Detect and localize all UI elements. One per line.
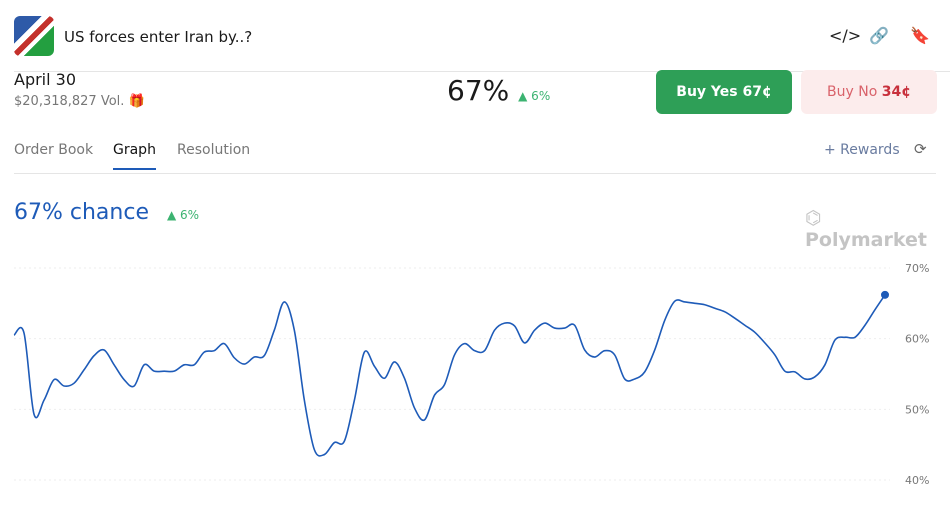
volume: $20,318,827 Vol. 🎁	[14, 94, 145, 109]
outcome-label: April 30	[14, 70, 77, 89]
polymarket-logo: ⌬ Polymarket	[805, 207, 950, 251]
chance-label: 67% chance	[14, 200, 149, 225]
gift-icon[interactable]: 🎁	[128, 94, 145, 109]
market-image-flags	[14, 16, 54, 56]
y-tick-label: 50%	[905, 403, 929, 416]
price-value: 67%	[447, 74, 510, 107]
buy-no-price: 34¢	[881, 84, 911, 100]
tab-graph[interactable]: Graph	[113, 142, 156, 170]
price-change: ▲ 6%	[518, 89, 551, 103]
tab-order-book[interactable]: Order Book	[14, 142, 94, 158]
chance-change: ▲ 6%	[167, 208, 200, 222]
rewards-button[interactable]: + Rewards	[824, 142, 900, 158]
last-point-marker[interactable]	[881, 290, 889, 299]
price-chart[interactable]: 70% 60% 50% 40%	[0, 240, 950, 508]
volume-text: $20,318,827 Vol.	[14, 94, 125, 109]
link-icon[interactable]: 🔗	[869, 26, 889, 45]
market-title: US forces enter Iran by..?	[64, 28, 253, 46]
refresh-icon[interactable]: ⟳	[914, 140, 927, 158]
brand-name: Polymarket	[805, 229, 927, 251]
buy-yes-price: 67¢	[742, 84, 772, 100]
y-tick-label: 60%	[905, 333, 929, 346]
buy-no-label: Buy No	[827, 84, 878, 100]
y-tick-label: 70%	[905, 262, 929, 275]
polymarket-logo-icon: ⌬	[805, 207, 822, 229]
price-percent: 67% ▲ 6%	[447, 74, 550, 107]
bookmark-icon[interactable]: 🔖	[910, 26, 930, 45]
buy-yes-label: Buy Yes	[676, 84, 738, 100]
buy-no-button[interactable]: Buy No 34¢	[801, 70, 937, 114]
series-line	[13, 294, 886, 457]
tab-resolution[interactable]: Resolution	[177, 142, 251, 158]
y-tick-label: 40%	[905, 474, 929, 487]
buy-yes-button[interactable]: Buy Yes 67¢	[656, 70, 792, 114]
tabs-divider	[14, 173, 936, 174]
header-divider	[14, 71, 950, 72]
code-icon[interactable]: </>	[829, 26, 862, 45]
